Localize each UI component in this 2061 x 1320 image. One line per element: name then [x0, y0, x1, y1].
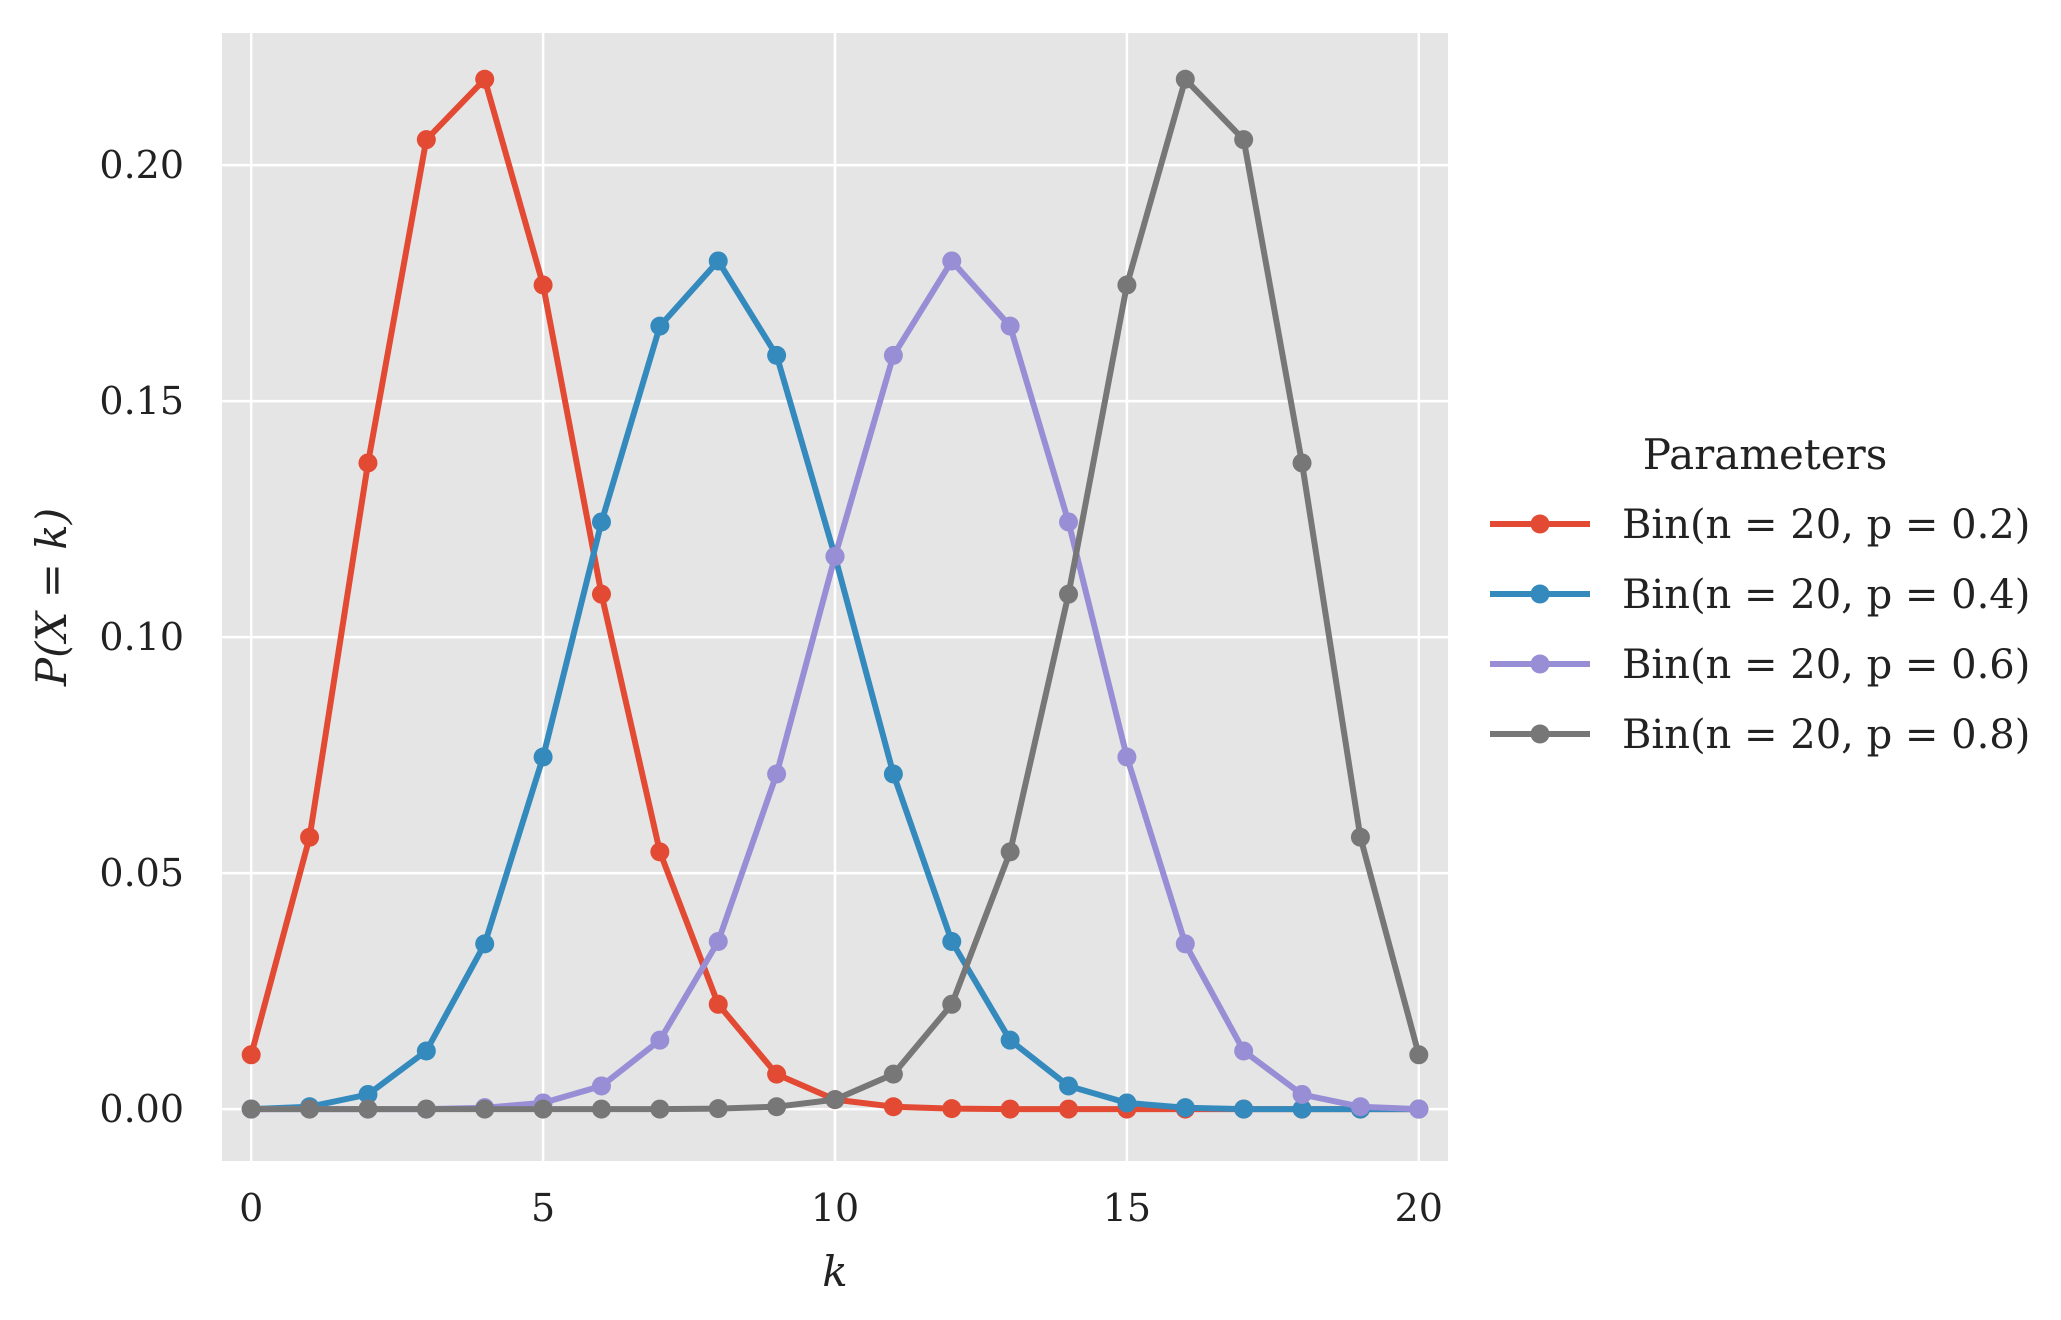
data-point	[533, 747, 553, 767]
data-point	[767, 1097, 787, 1117]
legend-label: Bin(n = 20, p = 0.6)	[1622, 642, 2030, 688]
data-point	[591, 1076, 611, 1096]
data-point	[1059, 584, 1079, 604]
data-point	[708, 251, 728, 271]
legend-entry: Bin(n = 20, p = 0.8)	[1490, 712, 2030, 758]
data-point	[300, 827, 320, 847]
data-point	[1000, 316, 1020, 336]
x-tick-label: 15	[1103, 1186, 1151, 1230]
y-tick-label: 0.15	[99, 379, 184, 423]
data-point	[475, 1099, 495, 1119]
data-point	[942, 932, 962, 952]
series-layer	[241, 69, 1429, 1119]
data-point	[942, 251, 962, 271]
legend-label: Bin(n = 20, p = 0.8)	[1622, 712, 2030, 758]
data-point	[300, 1099, 320, 1119]
x-axis-label: k	[822, 1247, 847, 1296]
data-point	[1175, 69, 1195, 89]
x-tick-label: 5	[531, 1186, 555, 1230]
data-point	[475, 69, 495, 89]
data-point	[767, 764, 787, 784]
data-point	[883, 345, 903, 365]
data-point	[1000, 1099, 1020, 1119]
data-point	[1059, 1099, 1079, 1119]
data-point	[533, 1099, 553, 1119]
legend-entry: Bin(n = 20, p = 0.4)	[1490, 572, 2030, 618]
data-point	[591, 584, 611, 604]
legend-swatch-marker	[1530, 724, 1550, 744]
data-point	[942, 1099, 962, 1119]
data-point	[1409, 1099, 1429, 1119]
x-tick-label: 10	[811, 1186, 859, 1230]
y-tick-label: 0.05	[99, 851, 184, 895]
data-point	[591, 512, 611, 532]
data-point	[650, 1030, 670, 1050]
data-point	[767, 345, 787, 365]
data-point	[358, 1099, 378, 1119]
data-point	[475, 934, 495, 954]
x-tick-label: 20	[1395, 1186, 1443, 1230]
data-point	[708, 1099, 728, 1119]
data-point	[1234, 1041, 1254, 1061]
data-point	[1117, 275, 1137, 295]
data-point	[1292, 453, 1312, 473]
data-point	[1292, 1084, 1312, 1104]
data-point	[942, 994, 962, 1014]
data-point	[1059, 512, 1079, 532]
data-point	[1175, 934, 1195, 954]
y-axis-label: P(X = k)	[27, 508, 76, 687]
data-point	[358, 1084, 378, 1104]
data-point	[241, 1099, 261, 1119]
x-tick-label: 0	[239, 1186, 263, 1230]
y-tick-label: 0.00	[99, 1087, 184, 1131]
data-point	[1000, 1030, 1020, 1050]
data-point	[1000, 842, 1020, 862]
data-point	[1175, 1098, 1195, 1118]
legend-entry: Bin(n = 20, p = 0.6)	[1490, 642, 2030, 688]
data-point	[650, 316, 670, 336]
data-point	[825, 546, 845, 566]
series-4	[241, 69, 1429, 1119]
y-tick-label: 0.20	[99, 143, 184, 187]
y-tick-label: 0.10	[99, 615, 184, 659]
data-point	[767, 1064, 787, 1084]
data-point	[650, 842, 670, 862]
data-point	[1117, 1093, 1137, 1113]
legend-label: Bin(n = 20, p = 0.4)	[1622, 572, 2030, 618]
data-point	[883, 1097, 903, 1117]
legend-entry: Bin(n = 20, p = 0.2)	[1490, 502, 2030, 548]
data-point	[416, 1041, 436, 1061]
data-point	[1059, 1076, 1079, 1096]
data-point	[650, 1099, 670, 1119]
data-point	[416, 1099, 436, 1119]
data-point	[825, 1090, 845, 1110]
data-point	[241, 1045, 261, 1065]
legend-swatch-marker	[1530, 584, 1550, 604]
data-point	[1292, 1099, 1312, 1119]
data-point	[358, 453, 378, 473]
data-point	[416, 130, 436, 150]
legend-swatch-marker	[1530, 654, 1550, 674]
tick-labels: 0 5 10 15 20 0.00 0.05 0.10 0.15 0.20	[99, 143, 1443, 1230]
data-point	[883, 1064, 903, 1084]
data-point	[708, 994, 728, 1014]
data-point	[533, 275, 553, 295]
legend: Parameters Bin(n = 20, p = 0.2) Bin(n = 2…	[1490, 430, 2030, 758]
legend-label: Bin(n = 20, p = 0.2)	[1622, 502, 2030, 548]
data-point	[708, 932, 728, 952]
legend-swatch-marker	[1530, 514, 1550, 534]
data-point	[883, 764, 903, 784]
data-point	[1117, 747, 1137, 767]
data-point	[1409, 1045, 1429, 1065]
data-point	[1234, 1099, 1254, 1119]
data-point	[591, 1099, 611, 1119]
legend-title: Parameters	[1643, 430, 1888, 479]
data-point	[1350, 827, 1370, 847]
data-point	[1234, 130, 1254, 150]
data-point	[1350, 1097, 1370, 1117]
